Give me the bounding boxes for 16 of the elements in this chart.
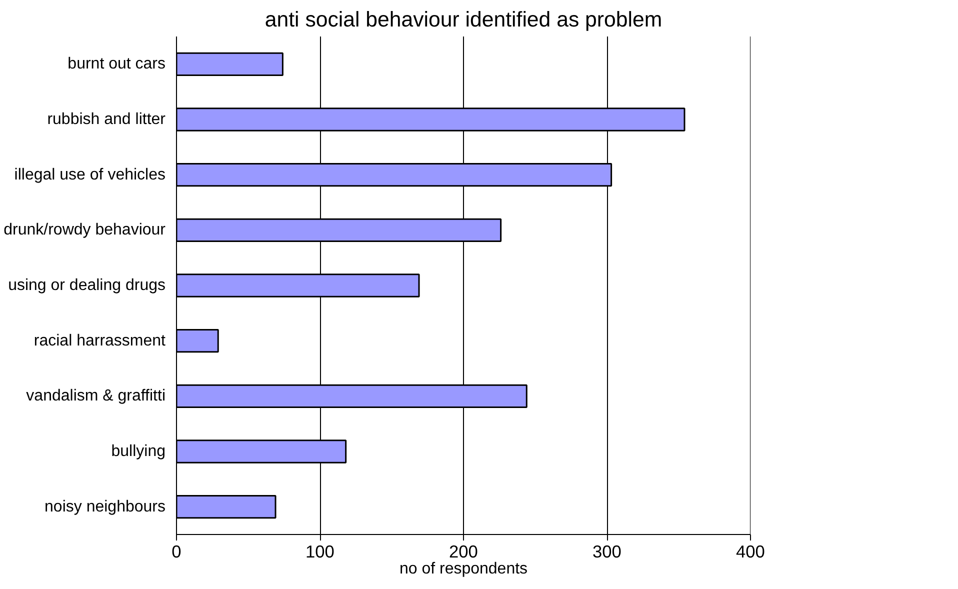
x-tick-label: 400 [736,542,765,562]
y-tick-label: noisy neighbours [44,498,166,516]
y-tick-label: rubbish and litter [47,111,166,128]
y-tick-label: using or dealing drugs [8,277,166,294]
y-tick-label: drunk/rowdy behaviour [4,222,166,239]
y-tick-label: racial harrassment [34,332,166,350]
y-tick-label: vandalism & graffitti [26,388,166,405]
chart-title: anti social behaviour identified as problem [264,8,662,32]
y-tick-label: illegal use of vehicles [14,166,166,184]
x-tick-label: 100 [306,542,334,562]
y-tick-label: burnt out cars [68,56,166,73]
x-tick-label: 0 [172,542,182,562]
x-axis-title: no of respondents [399,560,528,578]
y-tick-label: bullying [111,443,166,460]
x-tick-label: 200 [449,542,478,562]
x-tick-label: 300 [592,542,622,562]
